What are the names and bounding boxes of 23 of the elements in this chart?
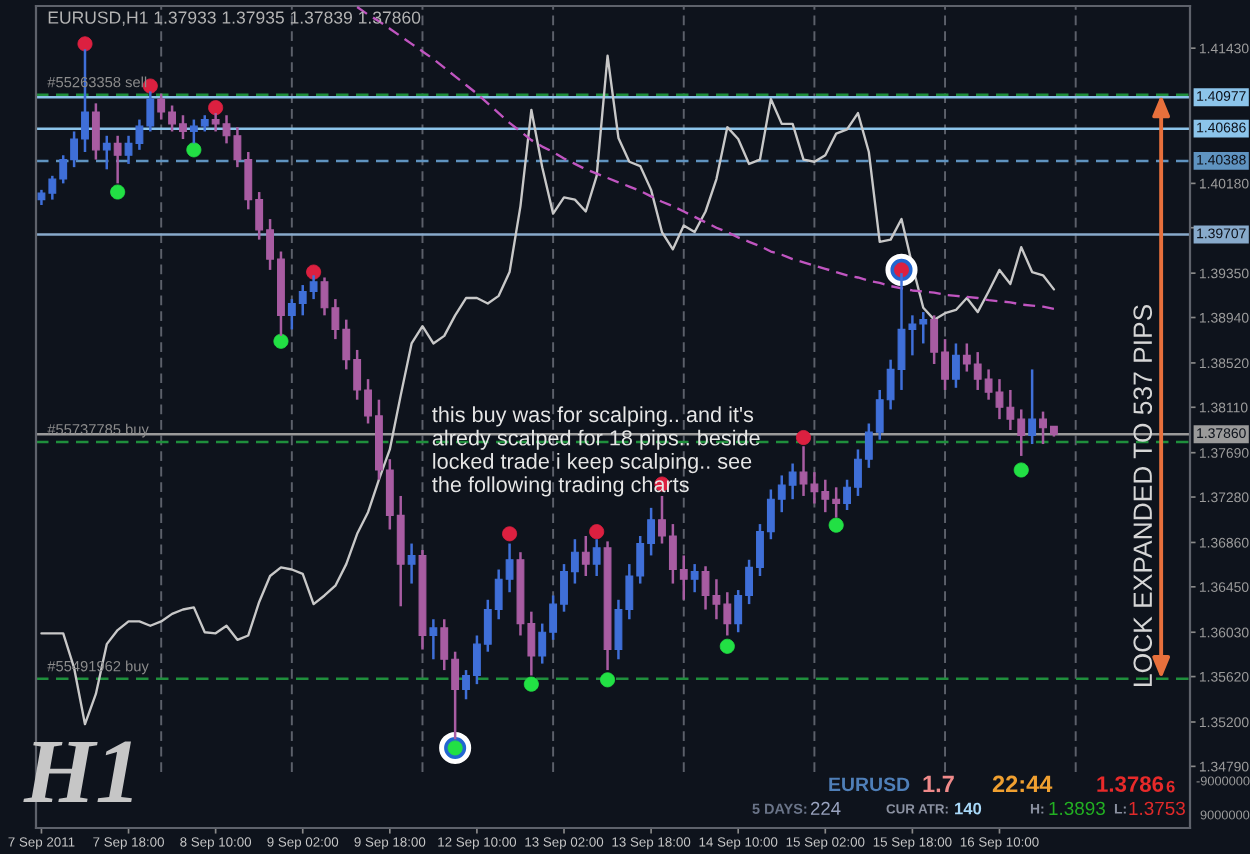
line-series [40,54,1056,726]
candlestick [429,618,438,661]
annotation: 1.3753 [1129,801,1185,816]
candlestick [102,134,111,171]
annotation: 6 [1166,780,1175,793]
annotation: 1.3786 [1097,776,1164,792]
annotation: 140 [955,802,982,815]
candlestick [113,134,122,185]
candlestick [407,542,416,585]
annotation: 1.7 [923,775,954,793]
candlestick [952,342,960,390]
annotation: 22:44 [992,775,1053,793]
chart-title: EURUSD,H1 1.37933 1.37935 1.37839 1.37860 [48,11,421,26]
annotation: 224 [810,801,841,815]
annotation: EURUSD [829,777,910,792]
annotation: LOCK EXPANDED TO 537 PIPS [1133,304,1153,686]
annotation: 1.3893 [1049,801,1105,816]
candlestick [690,562,699,594]
candlestick [1028,368,1037,446]
line-series [355,6,1056,311]
candlestick [581,534,590,578]
candlestick [91,102,100,161]
annotation: H1 [23,741,132,802]
